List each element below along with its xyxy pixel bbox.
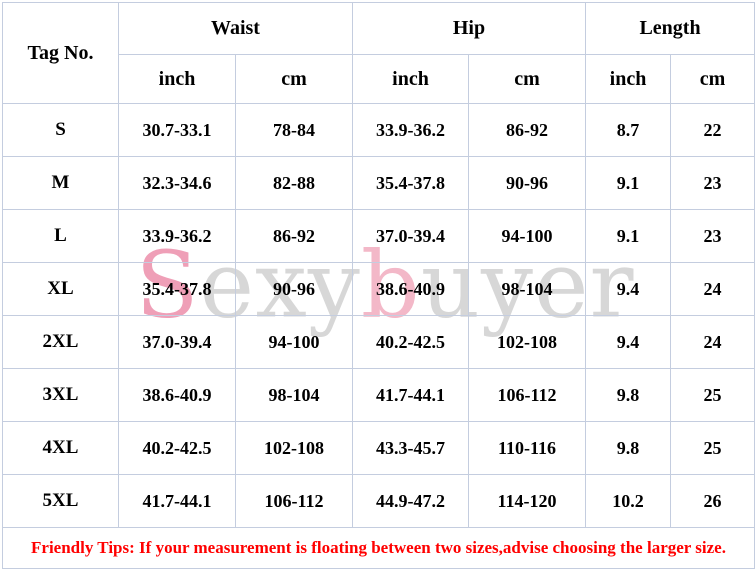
length-inch-cell: 9.4 (585, 262, 671, 316)
hip-cm-cell: 110-116 (468, 421, 586, 475)
hip-inch-cell: 33.9-36.2 (352, 103, 469, 157)
hip-cm-cell: 86-92 (468, 103, 586, 157)
hip-cm-cell: 102-108 (468, 315, 586, 369)
hip-cm-cell: 114-120 (468, 474, 586, 528)
waist-inch-cell: 30.7-33.1 (118, 103, 236, 157)
header-waist-inch: inch (118, 54, 236, 104)
table-row-m: M 32.3-34.6 82-88 35.4-37.8 90-96 9.1 23 (2, 156, 755, 210)
waist-inch-cell: 32.3-34.6 (118, 156, 236, 210)
size-table-footer: Friendly Tips: If your measurement is fl… (2, 527, 755, 569)
waist-inch-cell: 38.6-40.9 (118, 368, 236, 422)
header-hip-cm: cm (468, 54, 586, 104)
size-tag-cell: 3XL (2, 368, 119, 422)
length-inch-cell: 9.1 (585, 156, 671, 210)
header-hip-inch: inch (352, 54, 469, 104)
header-length-cm: cm (670, 54, 755, 104)
size-tag-cell: S (2, 103, 119, 157)
length-inch-cell: 9.4 (585, 315, 671, 369)
hip-cm-cell: 106-112 (468, 368, 586, 422)
length-cm-cell: 22 (670, 103, 755, 157)
waist-inch-cell: 33.9-36.2 (118, 209, 236, 263)
header-waist-cm: cm (235, 54, 353, 104)
length-cm-cell: 24 (670, 262, 755, 316)
length-inch-cell: 8.7 (585, 103, 671, 157)
hip-inch-cell: 35.4-37.8 (352, 156, 469, 210)
hip-cm-cell: 98-104 (468, 262, 586, 316)
hip-inch-cell: 37.0-39.4 (352, 209, 469, 263)
header-group-row: Tag No. Waist Hip Length (2, 2, 755, 104)
table-row-xl: XL 35.4-37.8 90-96 38.6-40.9 98-104 9.4 … (2, 262, 755, 316)
hip-cm-cell: 90-96 (468, 156, 586, 210)
table-row-s: S 30.7-33.1 78-84 33.9-36.2 86-92 8.7 22 (2, 103, 755, 157)
hip-cm-cell: 94-100 (468, 209, 586, 263)
length-cm-cell: 25 (670, 421, 755, 475)
waist-cm-cell: 106-112 (235, 474, 353, 528)
size-tag-cell: L (2, 209, 119, 263)
waist-cm-cell: 102-108 (235, 421, 353, 475)
hip-inch-cell: 41.7-44.1 (352, 368, 469, 422)
header-waist: Waist (118, 2, 353, 55)
waist-inch-cell: 37.0-39.4 (118, 315, 236, 369)
length-inch-cell: 10.2 (585, 474, 671, 528)
header-length: Length (585, 2, 755, 55)
table-row-l: L 33.9-36.2 86-92 37.0-39.4 94-100 9.1 2… (2, 209, 755, 263)
header-unit-row: inch cm inch cm inch cm (3, 54, 755, 104)
length-cm-cell: 23 (670, 156, 755, 210)
size-tag-cell: M (2, 156, 119, 210)
length-inch-cell: 9.1 (585, 209, 671, 263)
size-table: Tag No. Waist Hip Length inch cm inch cm… (2, 2, 755, 569)
tips-row: Friendly Tips: If your measurement is fl… (2, 527, 755, 569)
size-tag-cell: XL (2, 262, 119, 316)
table-row-4xl: 4XL 40.2-42.5 102-108 43.3-45.7 110-116 … (2, 421, 755, 475)
waist-cm-cell: 90-96 (235, 262, 353, 316)
waist-cm-cell: 78-84 (235, 103, 353, 157)
waist-cm-cell: 86-92 (235, 209, 353, 263)
size-tag-cell: 4XL (2, 421, 119, 475)
table-row-3xl: 3XL 38.6-40.9 98-104 41.7-44.1 106-112 9… (2, 368, 755, 422)
size-table-header: Tag No. Waist Hip Length inch cm inch cm… (2, 2, 755, 104)
length-cm-cell: 24 (670, 315, 755, 369)
waist-inch-cell: 41.7-44.1 (118, 474, 236, 528)
header-tag-no: Tag No. (2, 2, 119, 104)
length-cm-cell: 26 (670, 474, 755, 528)
waist-cm-cell: 98-104 (235, 368, 353, 422)
hip-inch-cell: 38.6-40.9 (352, 262, 469, 316)
waist-inch-cell: 35.4-37.8 (118, 262, 236, 316)
size-tag-cell: 2XL (2, 315, 119, 369)
table-row-2xl: 2XL 37.0-39.4 94-100 40.2-42.5 102-108 9… (2, 315, 755, 369)
hip-inch-cell: 43.3-45.7 (352, 421, 469, 475)
header-length-inch: inch (585, 54, 671, 104)
waist-cm-cell: 94-100 (235, 315, 353, 369)
length-inch-cell: 9.8 (585, 368, 671, 422)
length-cm-cell: 25 (670, 368, 755, 422)
waist-inch-cell: 40.2-42.5 (118, 421, 236, 475)
hip-inch-cell: 40.2-42.5 (352, 315, 469, 369)
size-tag-cell: 5XL (2, 474, 119, 528)
length-cm-cell: 23 (670, 209, 755, 263)
friendly-tips: Friendly Tips: If your measurement is fl… (2, 527, 755, 569)
header-hip: Hip (352, 2, 586, 55)
length-inch-cell: 9.8 (585, 421, 671, 475)
waist-cm-cell: 82-88 (235, 156, 353, 210)
hip-inch-cell: 44.9-47.2 (352, 474, 469, 528)
size-table-body: S 30.7-33.1 78-84 33.9-36.2 86-92 8.7 22… (2, 103, 755, 528)
table-row-5xl: 5XL 41.7-44.1 106-112 44.9-47.2 114-120 … (2, 474, 755, 528)
